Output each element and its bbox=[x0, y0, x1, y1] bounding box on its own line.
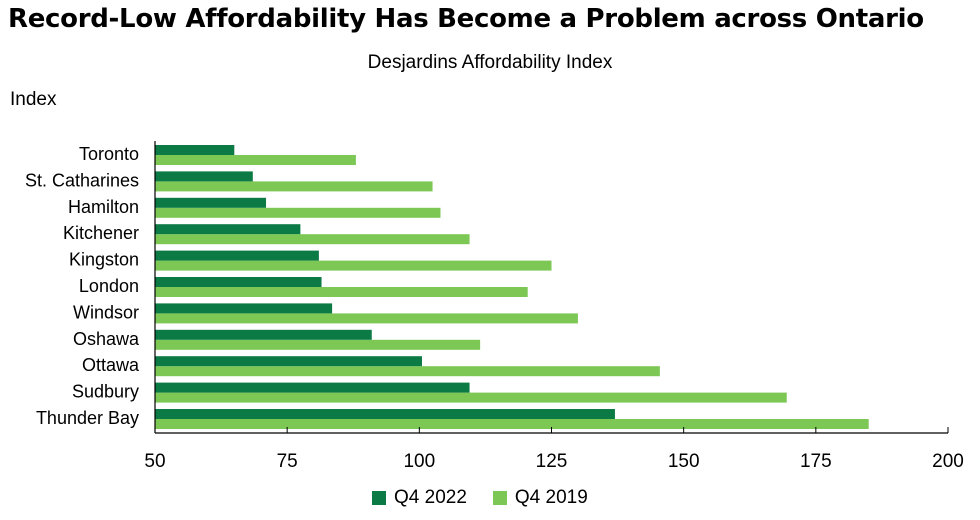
bar-q4-2019-st-catharines bbox=[155, 181, 433, 192]
bar-chart: Toronto St. Catharines Hamilton Kitchener Ki… bbox=[25, 141, 964, 472]
bar-q4-2022-toronto bbox=[155, 145, 235, 155]
legend-label-q4-2022: Q4 2022 bbox=[394, 487, 467, 508]
x-tick-label-125: 125 bbox=[536, 451, 568, 472]
x-tick-label-50: 50 bbox=[144, 451, 165, 472]
category-label-ottawa: Ottawa bbox=[82, 355, 140, 375]
y-axis-label: Index bbox=[10, 89, 57, 110]
bar-q4-2022-st-catharines bbox=[155, 171, 253, 182]
x-tick-label-200: 200 bbox=[932, 451, 964, 472]
category-label-toronto: Toronto bbox=[79, 144, 139, 164]
legend-swatch-q4-2019 bbox=[492, 491, 507, 505]
bar-q4-2019-london bbox=[155, 287, 528, 297]
bar-q4-2019-ottawa bbox=[155, 366, 660, 377]
legend: Q4 2022 Q4 2019 bbox=[372, 487, 588, 509]
bar-q4-2022-oshawa bbox=[155, 329, 372, 340]
chart-title: Record-Low Affordability Has Become a Pr… bbox=[8, 4, 924, 34]
x-tick-label-100: 100 bbox=[403, 451, 435, 472]
legend-item-q4-2022: Q4 2022 bbox=[372, 487, 467, 509]
bar-q4-2022-ottawa bbox=[155, 356, 422, 367]
bar-q4-2022-sudbury bbox=[155, 382, 470, 393]
category-label-kitchener: Kitchener bbox=[63, 223, 139, 243]
bar-q4-2019-thunder-bay bbox=[155, 419, 869, 429]
x-tick-label-75: 75 bbox=[277, 451, 298, 472]
bar-q4-2019-windsor bbox=[155, 313, 578, 324]
bar-q4-2022-london bbox=[155, 277, 322, 287]
category-label-london: London bbox=[79, 276, 139, 296]
chart-subtitle: Desjardins Affordability Index bbox=[367, 52, 613, 73]
x-tick-label-175: 175 bbox=[800, 451, 832, 472]
category-label-sudbury: Sudbury bbox=[72, 382, 139, 402]
category-label-st-catharines: St. Catharines bbox=[25, 170, 139, 190]
bar-q4-2019-toronto bbox=[155, 155, 356, 165]
category-label-thunder-bay: Thunder Bay bbox=[36, 408, 139, 428]
bar-q4-2022-hamilton bbox=[155, 197, 267, 208]
x-tick-label-150: 150 bbox=[668, 451, 700, 472]
category-label-oshawa: Oshawa bbox=[73, 329, 140, 349]
bar-q4-2022-kingston bbox=[155, 250, 319, 261]
bar-q4-2019-sudbury bbox=[155, 392, 787, 403]
bar-q4-2022-windsor bbox=[155, 303, 333, 314]
legend-label-q4-2019: Q4 2019 bbox=[514, 487, 588, 508]
legend-item-q4-2019: Q4 2019 bbox=[492, 487, 588, 509]
bar-q4-2022-thunder-bay bbox=[155, 409, 615, 419]
bar-q4-2019-hamilton bbox=[155, 207, 441, 218]
category-label-hamilton: Hamilton bbox=[68, 197, 139, 217]
bar-q4-2019-kitchener bbox=[155, 234, 470, 245]
category-label-kingston: Kingston bbox=[69, 250, 139, 270]
bar-q4-2022-kitchener bbox=[155, 224, 301, 235]
legend-swatch-q4-2022 bbox=[372, 491, 386, 505]
bar-q4-2019-kingston bbox=[155, 260, 552, 271]
bar-q4-2019-oshawa bbox=[155, 339, 481, 350]
category-label-windsor: Windsor bbox=[73, 302, 139, 322]
